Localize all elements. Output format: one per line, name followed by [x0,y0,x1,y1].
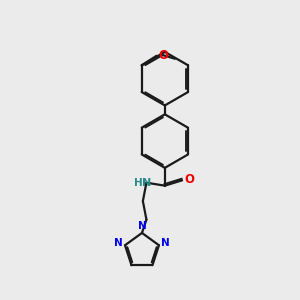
Text: N: N [114,238,123,248]
Text: H: H [134,178,143,188]
Text: N: N [161,238,170,248]
Text: N: N [142,178,151,188]
Text: O: O [159,49,169,62]
Text: N: N [138,221,146,231]
Text: O: O [184,173,194,186]
